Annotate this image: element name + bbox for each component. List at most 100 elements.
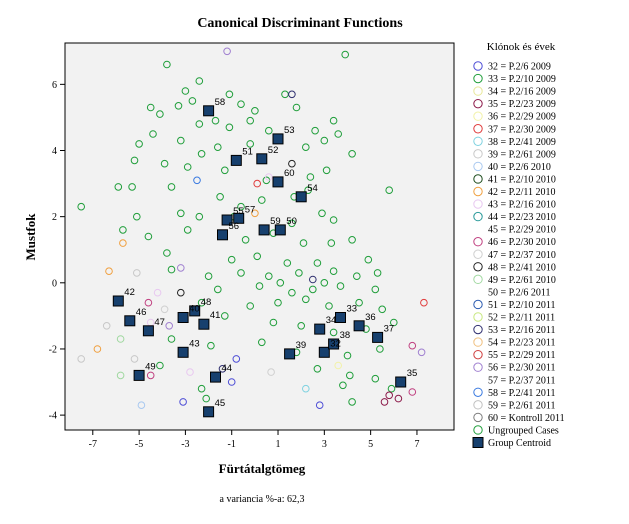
case-point (258, 196, 266, 204)
centroid-marker-35 (395, 376, 407, 388)
legend-entry: 54 = P.2/23 2011 (488, 338, 556, 349)
case-point (114, 183, 123, 191)
case-point (322, 166, 331, 175)
legend-swatch (473, 161, 483, 172)
case-point (355, 298, 363, 307)
legend-swatch (473, 299, 483, 310)
case-point (313, 259, 322, 267)
centroid-label-49: 49 (145, 361, 156, 372)
legend-swatch (473, 237, 483, 247)
case-point (376, 345, 384, 353)
centroid-label-47: 47 (154, 317, 165, 328)
centroid-marker-58 (203, 105, 215, 117)
centroid-marker-60 (272, 176, 284, 188)
case-point (160, 305, 169, 314)
centroid-label-58: 58 (215, 97, 226, 108)
legend-swatch (473, 287, 483, 297)
case-point (385, 186, 394, 194)
case-point (353, 272, 361, 281)
centroid-label-54: 54 (307, 183, 318, 194)
case-point (329, 216, 338, 224)
y-tick-label: -4 (49, 411, 57, 422)
case-point (334, 361, 343, 370)
centroid-label-42: 42 (124, 287, 135, 298)
centroid-label-33: 33 (347, 304, 358, 315)
case-point (288, 219, 296, 228)
centroid-marker-48 (189, 305, 201, 317)
case-point (346, 371, 354, 380)
centroid-marker-40 (177, 312, 189, 323)
case-point (288, 90, 296, 99)
case-point (223, 47, 231, 56)
centroid-label-36: 36 (365, 312, 376, 323)
case-point (371, 374, 380, 383)
legend-swatch (473, 149, 483, 159)
legend-entry: 40 = P.2/6 2010 (488, 162, 551, 173)
chart-title: Canonical Discriminant Functions (197, 16, 403, 31)
centroid-label-60: 60 (284, 168, 295, 179)
case-point (167, 183, 176, 191)
legend-entry: 47 = P.2/37 2010 (488, 250, 556, 261)
case-point (197, 150, 206, 158)
case-point (197, 298, 206, 307)
case-point (77, 202, 85, 211)
centroid-marker-41 (198, 318, 210, 330)
y-tick-label: -2 (49, 344, 57, 355)
centroid-marker-49 (133, 369, 145, 381)
centroid-marker-46 (124, 315, 136, 327)
case-point (265, 126, 273, 135)
centroid-label-46: 46 (136, 307, 147, 318)
case-point (177, 288, 185, 297)
case-point (265, 173, 273, 181)
centroid-marker-39 (284, 348, 296, 360)
legend-swatch (473, 136, 483, 147)
case-point (177, 209, 185, 218)
x-axis: -7 -5 -3 -1 1 3 5 7 (89, 430, 419, 450)
case-point (128, 183, 136, 191)
case-point (137, 401, 146, 410)
case-point (302, 295, 310, 304)
legend-entry: 52 = P.2/11 2011 (488, 313, 555, 324)
ungrouped-cases (77, 47, 428, 410)
case-point (253, 179, 262, 188)
legend-entry: 36 = P.2/29 2009 (488, 112, 556, 123)
case-point (133, 269, 141, 277)
case-point (149, 130, 157, 138)
case-point (193, 176, 201, 185)
case-point (221, 166, 229, 175)
centroid-marker-32 (318, 346, 330, 358)
centroid-marker-50 (274, 224, 286, 236)
legend-entry: 39 = P.2/61 2009 (488, 149, 556, 160)
legend-entry: 50 = P.2/6 2011 (488, 287, 551, 298)
centroid-label-59: 59 (270, 216, 281, 227)
case-point (130, 355, 139, 363)
centroid-label-38: 38 (340, 330, 351, 341)
case-point (408, 341, 417, 350)
legend-swatch (473, 224, 483, 234)
case-point (417, 348, 426, 357)
centroid-label-57: 57 (245, 204, 256, 215)
case-point (156, 110, 164, 118)
case-point (258, 338, 266, 347)
case-point (348, 236, 356, 244)
centroid-marker-55 (221, 214, 233, 226)
case-point (133, 212, 141, 221)
case-point (183, 163, 192, 171)
x-tick-label: 5 (368, 439, 373, 450)
centroid-label-43: 43 (189, 338, 200, 349)
case-point (160, 159, 169, 168)
centroid-label-41: 41 (210, 310, 221, 321)
case-point (177, 136, 185, 145)
centroid-marker-45 (203, 406, 215, 418)
case-point (221, 312, 229, 320)
group-centroids (112, 105, 407, 418)
centroid-label-40: 40 (189, 304, 200, 315)
legend-entry: 42 = P.2/11 2010 (488, 187, 556, 198)
legend-entry: 35 = P.2/23 2009 (488, 99, 556, 110)
case-point (214, 285, 222, 294)
legend-entry: 45 = P.2/29 2010 (488, 225, 556, 236)
x-tick-label: 3 (322, 439, 327, 450)
case-point (119, 226, 127, 234)
centroid-marker-53 (272, 133, 284, 145)
case-point (320, 279, 329, 287)
